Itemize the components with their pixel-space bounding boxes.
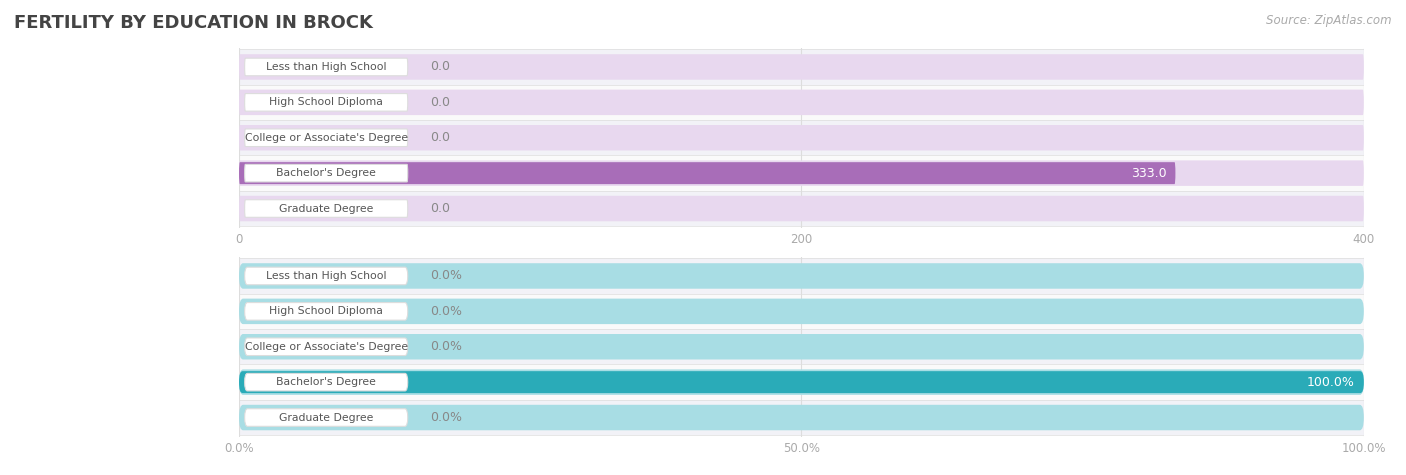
Bar bbox=[239, 85, 1364, 120]
Text: 0.0%: 0.0% bbox=[430, 269, 463, 283]
FancyBboxPatch shape bbox=[245, 409, 408, 426]
FancyBboxPatch shape bbox=[239, 334, 1364, 360]
Bar bbox=[239, 294, 1364, 329]
FancyBboxPatch shape bbox=[245, 338, 408, 355]
Text: 333.0: 333.0 bbox=[1130, 167, 1167, 180]
FancyBboxPatch shape bbox=[245, 200, 408, 217]
FancyBboxPatch shape bbox=[245, 164, 408, 182]
Bar bbox=[239, 155, 1364, 191]
Text: Graduate Degree: Graduate Degree bbox=[278, 203, 374, 214]
FancyBboxPatch shape bbox=[239, 196, 1364, 221]
Bar bbox=[239, 258, 1364, 294]
FancyBboxPatch shape bbox=[239, 54, 1364, 80]
FancyBboxPatch shape bbox=[239, 405, 1364, 430]
Text: College or Associate's Degree: College or Associate's Degree bbox=[245, 133, 408, 143]
FancyBboxPatch shape bbox=[239, 161, 1364, 186]
FancyBboxPatch shape bbox=[245, 267, 408, 285]
Text: Bachelor's Degree: Bachelor's Degree bbox=[276, 377, 377, 387]
Text: Graduate Degree: Graduate Degree bbox=[278, 412, 374, 423]
FancyBboxPatch shape bbox=[239, 125, 1364, 151]
Text: FERTILITY BY EDUCATION IN BROCK: FERTILITY BY EDUCATION IN BROCK bbox=[14, 14, 373, 32]
Text: 0.0%: 0.0% bbox=[430, 411, 463, 424]
Bar bbox=[239, 49, 1364, 85]
Bar bbox=[239, 120, 1364, 155]
Text: 0.0: 0.0 bbox=[430, 96, 450, 109]
Text: Less than High School: Less than High School bbox=[266, 271, 387, 281]
FancyBboxPatch shape bbox=[239, 370, 1364, 395]
Text: 0.0%: 0.0% bbox=[430, 340, 463, 353]
FancyBboxPatch shape bbox=[245, 373, 408, 391]
Bar bbox=[239, 364, 1364, 400]
Text: College or Associate's Degree: College or Associate's Degree bbox=[245, 342, 408, 352]
FancyBboxPatch shape bbox=[239, 162, 1175, 184]
Bar bbox=[239, 329, 1364, 364]
FancyBboxPatch shape bbox=[245, 303, 408, 320]
Text: 0.0: 0.0 bbox=[430, 202, 450, 215]
Text: 0.0: 0.0 bbox=[430, 60, 450, 74]
Text: 0.0: 0.0 bbox=[430, 131, 450, 144]
Text: High School Diploma: High School Diploma bbox=[270, 97, 382, 107]
Text: Bachelor's Degree: Bachelor's Degree bbox=[276, 168, 377, 178]
FancyBboxPatch shape bbox=[245, 129, 408, 146]
FancyBboxPatch shape bbox=[239, 90, 1364, 115]
Text: 100.0%: 100.0% bbox=[1308, 376, 1355, 389]
Text: Source: ZipAtlas.com: Source: ZipAtlas.com bbox=[1267, 14, 1392, 27]
FancyBboxPatch shape bbox=[245, 58, 408, 76]
Text: 0.0%: 0.0% bbox=[430, 305, 463, 318]
Bar bbox=[239, 191, 1364, 226]
Text: High School Diploma: High School Diploma bbox=[270, 306, 382, 316]
Bar bbox=[239, 400, 1364, 435]
FancyBboxPatch shape bbox=[239, 263, 1364, 289]
FancyBboxPatch shape bbox=[239, 371, 1364, 393]
Text: Less than High School: Less than High School bbox=[266, 62, 387, 72]
FancyBboxPatch shape bbox=[239, 299, 1364, 324]
FancyBboxPatch shape bbox=[245, 94, 408, 111]
